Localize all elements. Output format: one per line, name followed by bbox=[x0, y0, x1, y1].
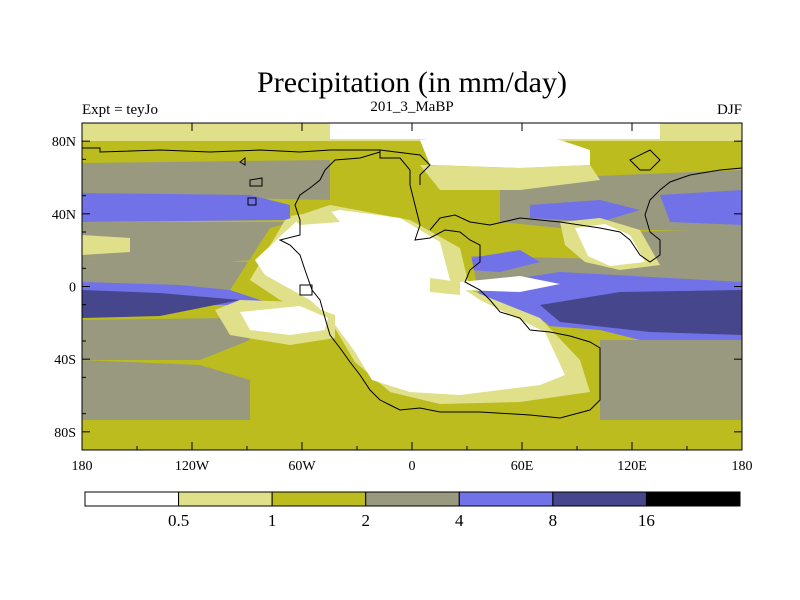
band-south-gray-2 bbox=[82, 360, 250, 420]
continent-dry-white bbox=[255, 210, 565, 395]
arctic-island-outline bbox=[629, 149, 661, 171]
band-east-dark bbox=[540, 290, 742, 335]
chart-title: Precipitation (in mm/day) bbox=[257, 66, 567, 99]
x-tick-label: 180 bbox=[72, 459, 93, 474]
colorbar-level-label: 2 bbox=[361, 511, 370, 530]
band-south-east-gray bbox=[600, 340, 742, 420]
precipitation-map bbox=[82, 123, 742, 450]
island-outline-4 bbox=[299, 284, 313, 296]
colorbar-swatch bbox=[365, 491, 460, 507]
band-subtropic-gray bbox=[82, 222, 290, 262]
colorbar-level-label: 8 bbox=[549, 511, 558, 530]
arctic-dry-light bbox=[420, 165, 600, 190]
band-north-pacific-blue bbox=[530, 200, 640, 222]
colorbar: 0.5 1 2 4 8 16 bbox=[84, 491, 741, 530]
band-north-east-blue bbox=[660, 190, 742, 225]
colorbar-level-label: 1 bbox=[268, 511, 277, 530]
colorbar-level-label: 16 bbox=[638, 511, 655, 530]
colorbar-swatch bbox=[84, 491, 180, 507]
colorbar-swatch bbox=[552, 491, 647, 507]
band-north-blue bbox=[82, 193, 290, 222]
coastlines bbox=[82, 147, 742, 419]
y-tick-label: 40N bbox=[52, 208, 76, 223]
season-label: DJF bbox=[717, 102, 742, 118]
east-continent-outline bbox=[429, 167, 742, 263]
x-tick-label: 120E bbox=[617, 459, 647, 474]
colorbar-swatch bbox=[645, 491, 741, 507]
colorbar-level-label: 4 bbox=[455, 511, 464, 530]
experiment-label: Expt = teyJo bbox=[82, 102, 158, 118]
asia-dry-white bbox=[575, 224, 645, 266]
y-tick-label: 80N bbox=[52, 135, 76, 150]
time-label: 201_3_MaBP bbox=[370, 99, 453, 115]
island-outline-2 bbox=[249, 177, 263, 187]
band-asia-blue bbox=[470, 250, 540, 272]
band-north-gray bbox=[82, 160, 330, 200]
island-outline-3 bbox=[247, 197, 257, 206]
y-tick-label: 80S bbox=[54, 426, 76, 441]
band-southpole-yellow bbox=[82, 420, 742, 450]
pacific-light-strip-2 bbox=[430, 278, 460, 295]
colorbar-swatch bbox=[271, 491, 367, 507]
atlantic-light-strip bbox=[290, 210, 340, 225]
arctic-dry-white bbox=[420, 128, 590, 168]
band-south-gray bbox=[82, 318, 250, 360]
north-continent-outline bbox=[82, 147, 601, 419]
island-outline-1 bbox=[239, 156, 246, 166]
x-tick-label: 120W bbox=[175, 459, 210, 474]
x-tick-label: 60W bbox=[288, 459, 316, 474]
x-tick-label: 180 bbox=[732, 459, 753, 474]
map-axes: 180 120W 60W 0 60E 120E 180 80N 40N 0 40S 80S bbox=[52, 122, 753, 474]
pacific-light-strip bbox=[450, 276, 560, 292]
x-tick-label: 0 bbox=[409, 459, 416, 474]
arctic-outline bbox=[379, 149, 431, 185]
colorbar-swatch bbox=[458, 491, 554, 507]
y-tick-label: 40S bbox=[54, 353, 76, 368]
x-tick-label: 60E bbox=[511, 459, 534, 474]
colorbar-swatch bbox=[178, 491, 273, 507]
colorbar-level-label: 0.5 bbox=[168, 511, 189, 530]
south-dry-white-2 bbox=[240, 306, 328, 335]
band-subtropic-light bbox=[82, 235, 130, 255]
y-tick-label: 0 bbox=[69, 281, 76, 296]
band-equator-dark bbox=[82, 290, 240, 318]
